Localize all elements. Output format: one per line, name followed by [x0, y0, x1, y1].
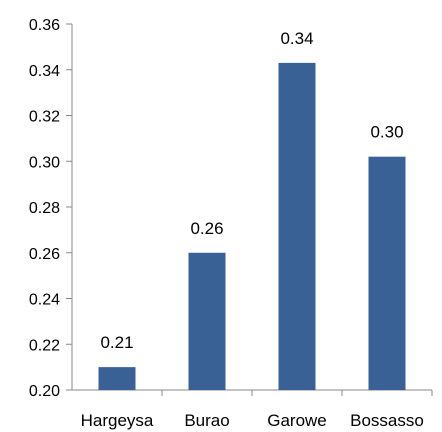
- bar-burao: [188, 252, 226, 390]
- x-category-label: Burao: [184, 411, 229, 430]
- bar-garowe: [278, 62, 316, 390]
- x-category-label: Garowe: [267, 411, 327, 430]
- bar-hargeysa: [98, 367, 136, 390]
- bar-bossasso: [368, 156, 406, 390]
- y-tick-label: 0.26: [29, 246, 60, 263]
- x-category-label: Bossasso: [350, 411, 424, 430]
- y-tick-label: 0.36: [29, 17, 60, 34]
- x-category-label: Hargeysa: [81, 411, 154, 430]
- data-label-hargeysa: 0.21: [100, 333, 133, 352]
- y-tick-label: 0.20: [29, 383, 60, 400]
- y-tick-label: 0.24: [29, 292, 60, 309]
- y-axis-ticks: 0.20 0.22 0.24 0.26 0.28 0.30 0.32 0.34 0.36: [29, 17, 72, 400]
- data-label-burao: 0.26: [190, 219, 223, 238]
- data-label-bossasso: 0.30: [370, 123, 403, 142]
- y-tick-label: 0.22: [29, 337, 60, 354]
- y-tick-label: 0.32: [29, 109, 60, 126]
- y-tick-label: 0.34: [29, 63, 60, 80]
- bars: 0.21 0.26 0.34 0.30: [98, 29, 406, 390]
- y-tick-label: 0.30: [29, 154, 60, 171]
- x-axis-ticks: Hargeysa Burao Garowe Bossasso: [81, 390, 433, 430]
- y-tick-label: 0.28: [29, 200, 60, 217]
- data-label-garowe: 0.34: [280, 29, 313, 48]
